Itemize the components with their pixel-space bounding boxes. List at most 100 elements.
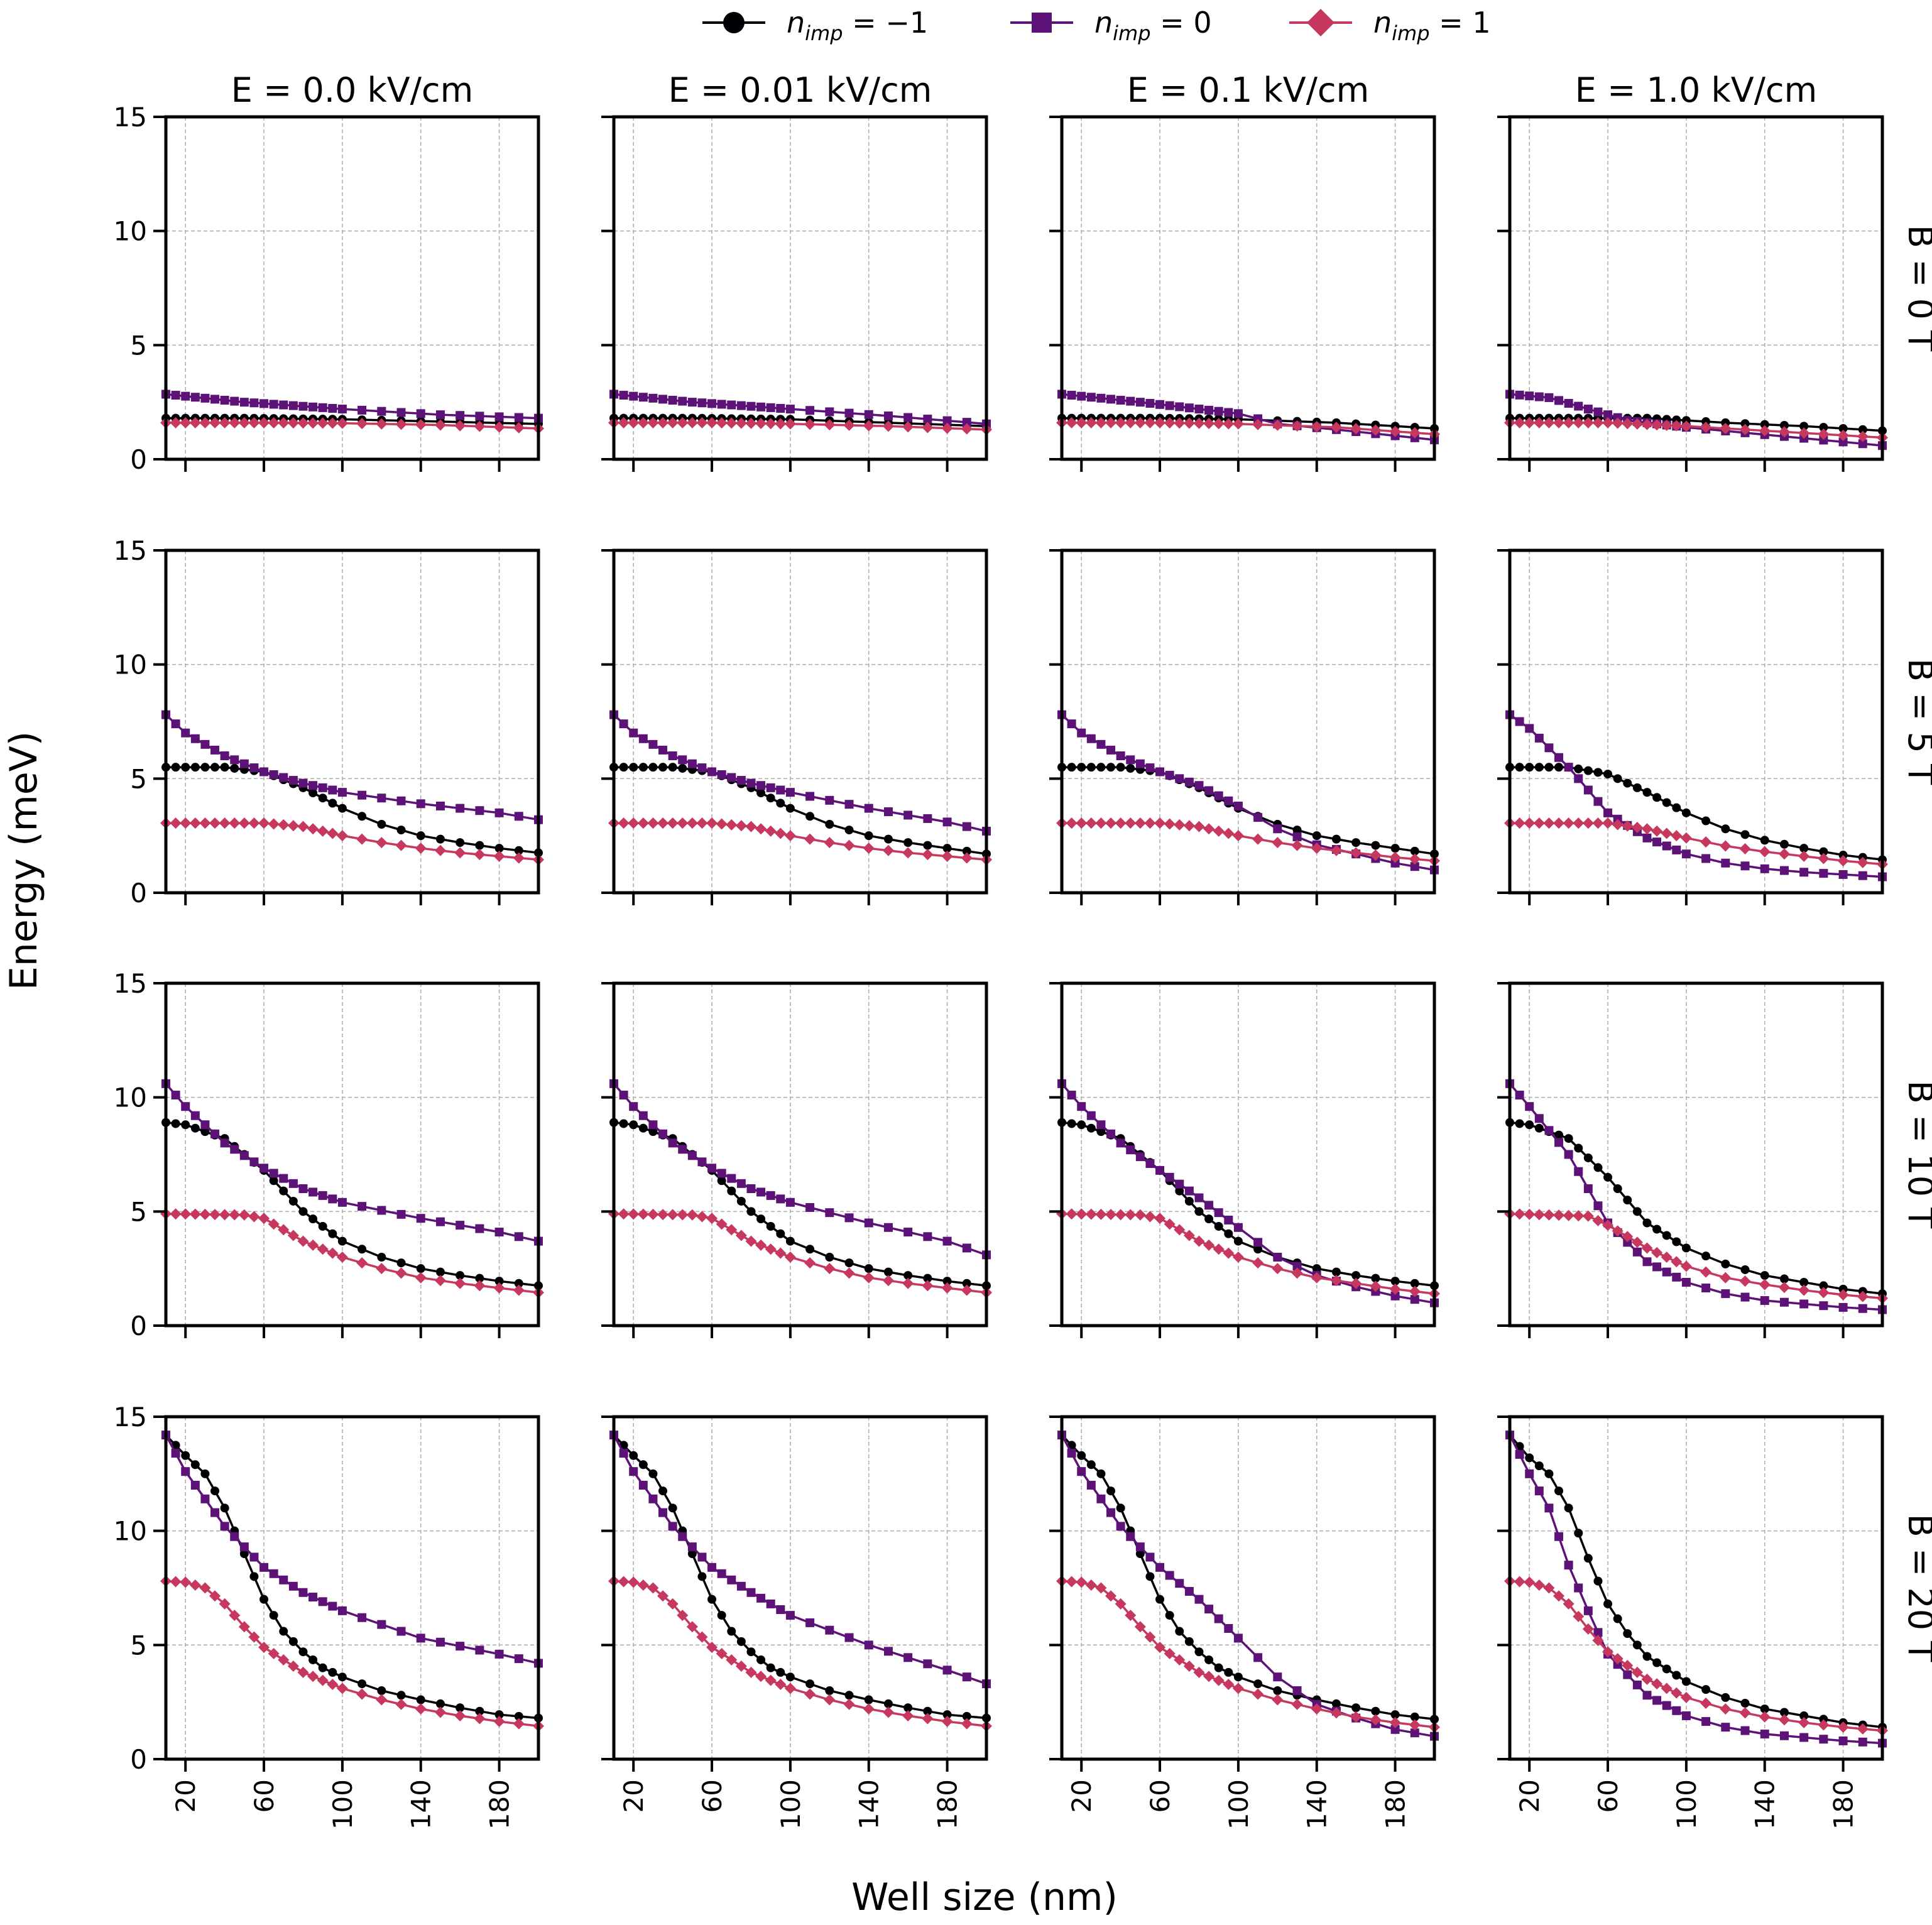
data-point [1543, 1582, 1555, 1594]
panel-r0-c2: E = 0.1 kV/cm [1049, 70, 1440, 472]
data-point [961, 1718, 973, 1730]
y-tick-label: 15 [114, 968, 147, 999]
data-point [628, 1576, 640, 1588]
data-point [766, 1663, 775, 1672]
data-point [707, 399, 717, 408]
data-point [962, 1672, 971, 1682]
data-point [416, 1214, 425, 1223]
legend-item-nimp-minus1[interactable]: nimp = −1 [702, 6, 928, 45]
data-point [435, 801, 445, 810]
data-point [648, 763, 658, 772]
data-point [337, 1197, 347, 1207]
data-point [775, 1247, 787, 1259]
data-point [200, 1127, 210, 1137]
data-point [337, 1672, 347, 1682]
data-point [1350, 847, 1362, 859]
data-point [1838, 437, 1848, 447]
data-point [1593, 768, 1603, 777]
x-tick-label: 100 [1671, 1779, 1702, 1830]
data-point [707, 1562, 717, 1572]
data-point [785, 788, 795, 797]
data-point [1410, 1279, 1419, 1288]
data-point [1583, 1554, 1593, 1563]
data-point [230, 396, 239, 406]
data-point [171, 763, 180, 772]
data-point [1623, 1238, 1632, 1247]
data-point [239, 1542, 249, 1552]
data-point [903, 810, 913, 820]
data-point [1193, 417, 1205, 429]
data-point [1652, 1658, 1662, 1667]
data-point [1525, 1102, 1534, 1111]
data-point [1661, 419, 1673, 431]
data-point [658, 745, 668, 755]
series-circle [609, 763, 991, 859]
data-point [1642, 1691, 1652, 1700]
data-point [1778, 1282, 1790, 1294]
data-point [1389, 1716, 1401, 1728]
series-diamond [1056, 817, 1440, 867]
data-point [1115, 1598, 1127, 1610]
data-point [784, 1252, 796, 1263]
data-point [1799, 1733, 1809, 1742]
data-point [1622, 1660, 1634, 1672]
data-point [1144, 1211, 1156, 1223]
data-point [1857, 1290, 1869, 1302]
series-diamond [608, 1208, 992, 1299]
data-point [1641, 1242, 1653, 1254]
data-point [327, 1679, 339, 1691]
data-point [1165, 1611, 1174, 1620]
data-point [200, 393, 210, 403]
data-point [922, 1280, 934, 1292]
panel-frame [612, 115, 988, 461]
data-point [1593, 1576, 1603, 1586]
data-point [494, 1228, 504, 1237]
data-point [825, 407, 834, 417]
data-point [638, 763, 648, 772]
data-point [1272, 419, 1284, 431]
data-point [658, 395, 668, 404]
data-point [1672, 1272, 1681, 1282]
data-point [1740, 861, 1750, 871]
panel-r3-c2: 20 60 100 140 180 [1049, 1415, 1440, 1830]
data-point [1720, 1272, 1732, 1284]
y-tick-label: 10 [114, 650, 147, 680]
data-point [776, 1194, 785, 1204]
legend-item-nimp-1[interactable]: nimp = 1 [1289, 6, 1491, 45]
data-point [1759, 425, 1771, 437]
data-point [1662, 1701, 1671, 1710]
data-point [962, 1243, 971, 1253]
data-point [619, 1119, 628, 1128]
data-point [1740, 1265, 1750, 1274]
data-point [618, 1208, 630, 1220]
data-point [336, 830, 348, 842]
data-point [1680, 1691, 1692, 1703]
data-point [628, 1208, 640, 1220]
data-point [785, 1672, 795, 1682]
data-point [1204, 1214, 1214, 1224]
panel-r1-c0: 0 5 10 15 [114, 535, 544, 908]
legend-item-nimp-0[interactable]: nimp = 0 [1010, 6, 1212, 45]
data-point [1174, 1224, 1186, 1236]
data-point [1292, 826, 1302, 835]
data-point [648, 1494, 658, 1503]
data-point [1164, 818, 1176, 830]
data-point [1175, 1579, 1184, 1588]
data-point [1252, 833, 1264, 845]
data-point [415, 1272, 427, 1284]
data-point [189, 417, 201, 428]
data-point [1224, 796, 1233, 805]
data-point [258, 1213, 270, 1224]
data-point [1224, 1215, 1233, 1224]
data-point [1514, 417, 1525, 428]
data-point [1331, 834, 1341, 844]
data-point [1662, 1267, 1671, 1277]
data-point [1085, 1579, 1097, 1591]
series-square [609, 1431, 991, 1689]
data-point [825, 795, 834, 805]
data-point [942, 416, 952, 425]
series-line [165, 1434, 539, 1665]
data-point [1515, 1449, 1524, 1459]
data-point [1125, 417, 1137, 428]
data-point [513, 1718, 525, 1730]
